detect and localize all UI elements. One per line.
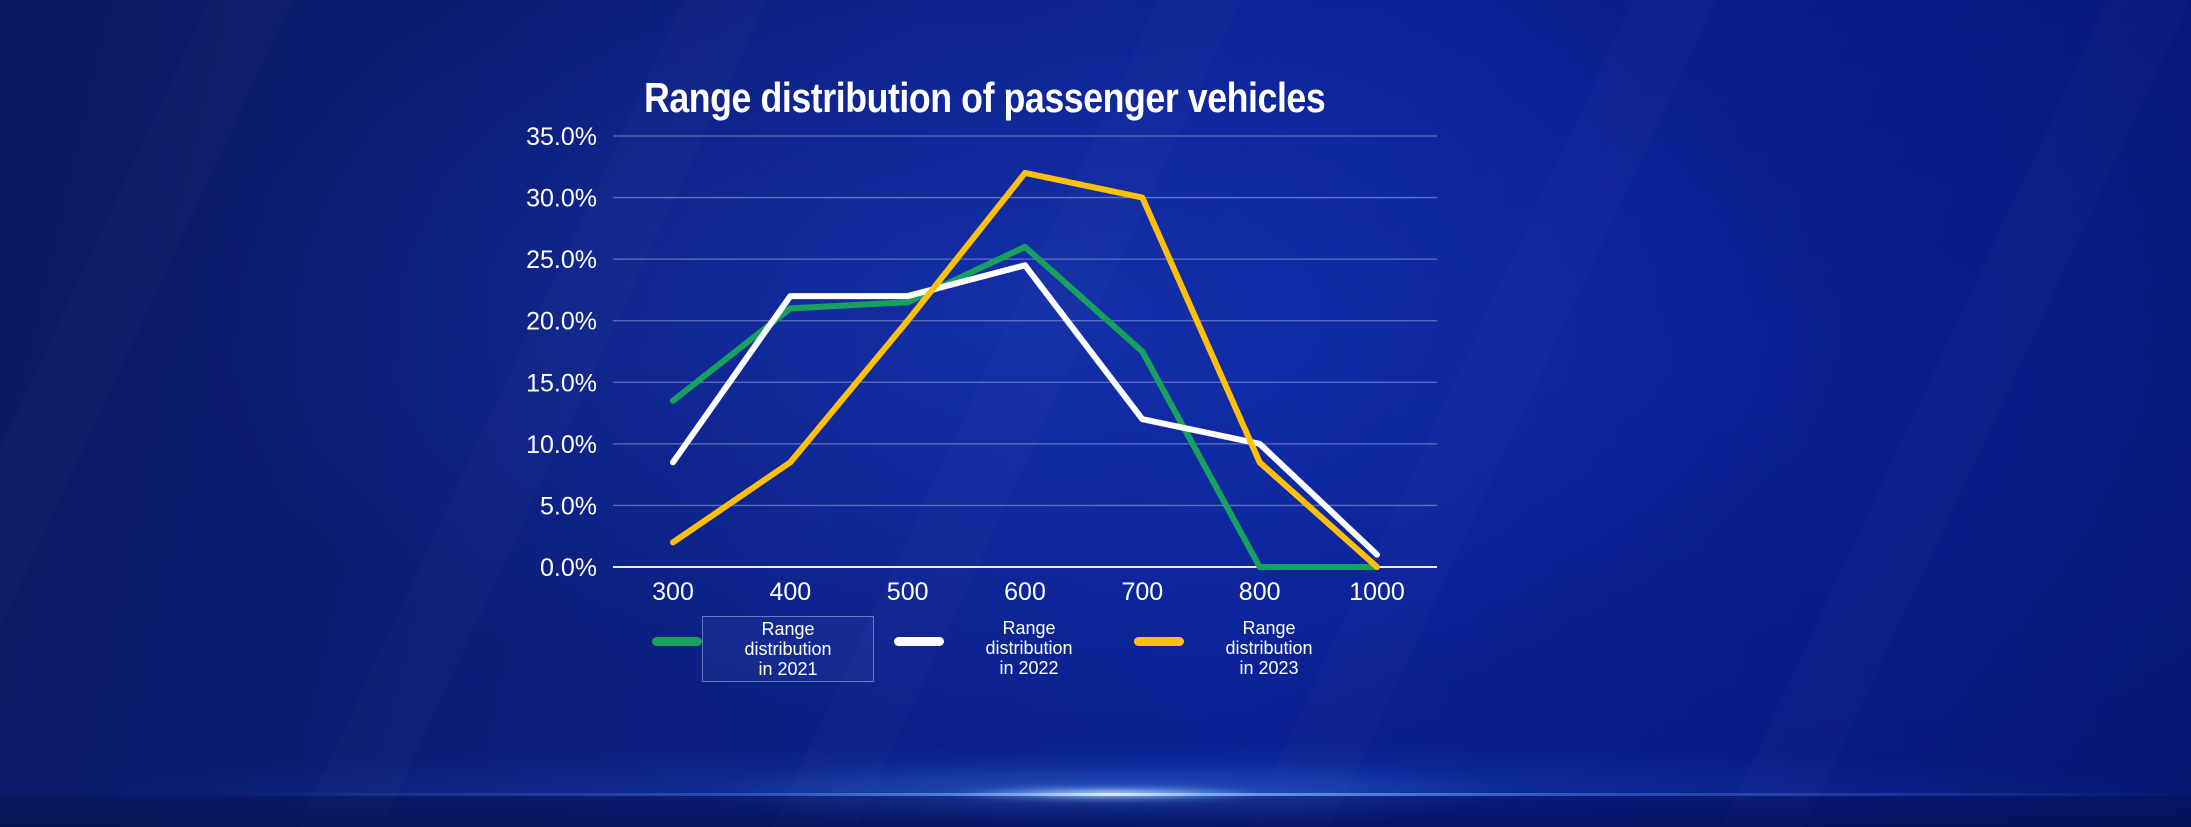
y-axis-label-0: 0.0% [540, 554, 597, 582]
x-axis-label-300: 300 [652, 578, 694, 606]
x-axis-label-600: 600 [1004, 578, 1046, 606]
chart-legend: Range distribution in 2021 Range distrib… [652, 616, 1354, 682]
bottom-band [0, 796, 2191, 827]
legend-label-2021: Range distribution in 2021 [702, 616, 874, 682]
horizon-haze [0, 730, 2191, 794]
x-axis-label-800: 800 [1239, 578, 1281, 606]
x-axis-label-700: 700 [1121, 578, 1163, 606]
series-line-2022 [670, 262, 1380, 558]
horizon-glow-line [0, 793, 2191, 796]
x-axis-label-1000: 1000 [1349, 578, 1405, 606]
x-axis-label-500: 500 [887, 578, 929, 606]
chart-title: Range distribution of passenger vehicles [644, 74, 1326, 121]
legend-swatch-2021 [652, 637, 702, 646]
y-axis-label-15: 15.0% [526, 369, 597, 397]
legend-item-2022: Range distribution in 2022 [894, 616, 1114, 680]
x-axis-label-400: 400 [769, 578, 811, 606]
series-line-2021 [670, 243, 1380, 570]
legend-label-2022: Range distribution in 2022 [985, 618, 1073, 678]
y-axis-label-25: 25.0% [526, 246, 597, 274]
legend-swatch-2023 [1134, 637, 1184, 646]
horizon-wide-glow [690, 764, 1530, 822]
legend-label-2023: Range distribution in 2023 [1225, 618, 1313, 678]
y-axis-label-5: 5.0% [540, 492, 597, 520]
y-axis-label-20: 20.0% [526, 308, 597, 336]
y-axis-label-30: 30.0% [526, 185, 597, 213]
series-line-2023 [670, 169, 1380, 570]
legend-swatch-2022 [894, 637, 944, 646]
legend-item-2021: Range distribution in 2021 [652, 616, 874, 682]
y-axis-label-35: 35.0% [526, 123, 597, 151]
horizon-glow-core [950, 787, 1270, 801]
y-axis-label-10: 10.0% [526, 431, 597, 459]
legend-item-2023: Range distribution in 2023 [1134, 616, 1354, 680]
